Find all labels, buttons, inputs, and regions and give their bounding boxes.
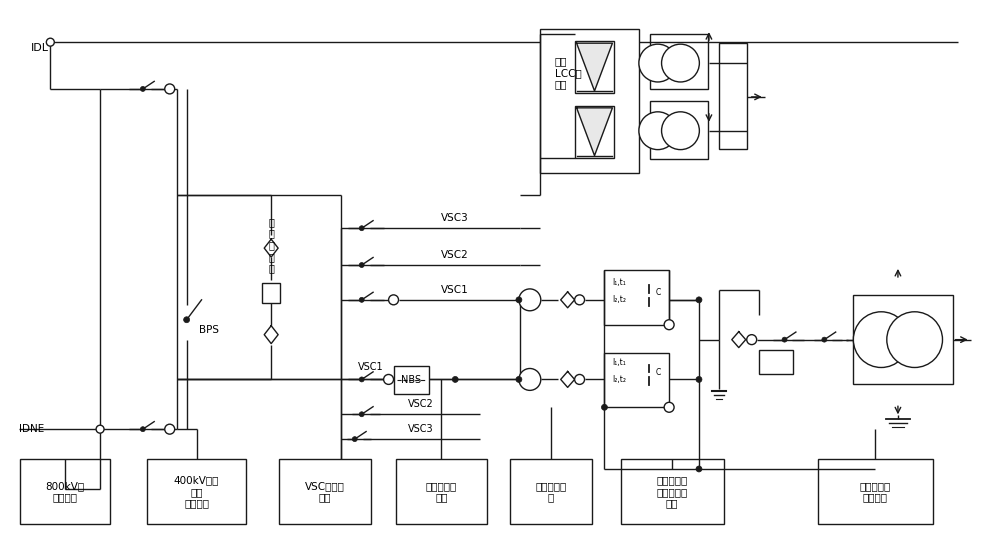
Text: BPS: BPS (199, 324, 219, 335)
Circle shape (747, 335, 757, 344)
Circle shape (782, 337, 787, 342)
Bar (147, 459, 246, 524)
Circle shape (696, 297, 702, 303)
Text: I₂,t₂: I₂,t₂ (612, 295, 626, 305)
Bar (853, 295, 953, 384)
Circle shape (639, 112, 677, 150)
Bar (396, 459, 487, 524)
Bar (650, 34, 708, 89)
Circle shape (516, 376, 522, 382)
Circle shape (853, 312, 909, 368)
Bar (621, 459, 724, 524)
Bar (510, 459, 592, 524)
Text: NBS: NBS (401, 376, 422, 385)
Text: I₁,t₁: I₁,t₁ (612, 358, 626, 367)
Circle shape (664, 320, 674, 330)
Circle shape (384, 375, 394, 384)
Circle shape (519, 369, 541, 390)
Circle shape (352, 437, 357, 441)
Text: VSC1: VSC1 (358, 363, 383, 372)
Bar (604, 270, 669, 324)
Circle shape (887, 312, 943, 368)
Text: I₂,t₂: I₂,t₂ (612, 375, 626, 384)
Text: I₁,t₁: I₁,t₁ (612, 279, 626, 287)
Text: 可
控
避
雷
器: 可 控 避 雷 器 (268, 217, 274, 273)
Bar (575, 106, 614, 157)
Text: VSC2: VSC2 (408, 399, 433, 409)
Circle shape (140, 86, 145, 92)
Bar (394, 367, 429, 395)
Circle shape (662, 112, 699, 150)
Circle shape (359, 412, 364, 417)
Circle shape (696, 376, 702, 382)
Text: 400kV低端
阀组
差动保护: 400kV低端 阀组 差动保护 (174, 475, 219, 508)
Circle shape (184, 317, 190, 323)
Text: VSC3: VSC3 (408, 424, 433, 434)
Text: 桥臂差动保
护: 桥臂差动保 护 (535, 481, 566, 503)
Polygon shape (577, 108, 612, 156)
Text: C: C (655, 288, 660, 298)
Circle shape (452, 376, 458, 382)
Circle shape (575, 295, 585, 305)
Circle shape (575, 375, 585, 384)
Text: 交流连接线
差动保护: 交流连接线 差动保护 (859, 481, 891, 503)
Text: 换流阀交流
侧套管差动
保护: 换流阀交流 侧套管差动 保护 (656, 475, 688, 508)
Circle shape (96, 425, 104, 433)
Bar (540, 29, 639, 174)
Text: VSC3: VSC3 (441, 213, 469, 223)
Text: VSC极差动
保护: VSC极差动 保护 (305, 481, 345, 503)
Circle shape (639, 44, 677, 82)
Text: C: C (655, 368, 660, 377)
Polygon shape (577, 43, 612, 91)
Text: 换流器差动
保护: 换流器差动 保护 (426, 481, 457, 503)
Text: VSC2: VSC2 (441, 250, 469, 260)
Text: IDL: IDL (30, 43, 48, 53)
Circle shape (46, 38, 54, 46)
Text: IDNE: IDNE (19, 424, 45, 434)
Text: VSC1: VSC1 (441, 285, 469, 295)
Circle shape (601, 404, 607, 410)
Bar (650, 101, 708, 158)
Circle shape (389, 295, 399, 305)
Bar (575, 41, 614, 93)
Circle shape (822, 337, 827, 342)
Circle shape (359, 226, 364, 231)
Bar (20, 459, 110, 524)
Circle shape (696, 466, 702, 472)
Circle shape (165, 424, 175, 434)
Circle shape (165, 84, 175, 94)
Text: 800kV极
差动保护: 800kV极 差动保护 (46, 481, 85, 503)
Circle shape (140, 427, 145, 432)
Circle shape (359, 377, 364, 382)
Circle shape (359, 298, 364, 302)
Circle shape (662, 44, 699, 82)
Circle shape (519, 289, 541, 311)
Circle shape (664, 402, 674, 412)
Circle shape (359, 262, 364, 267)
Circle shape (516, 297, 522, 303)
Text: 高端
LCC换
流阀: 高端 LCC换 流阀 (555, 57, 581, 89)
Bar (279, 459, 371, 524)
Bar (604, 353, 669, 407)
Bar (262, 283, 280, 303)
Bar (719, 43, 747, 149)
Bar (759, 350, 793, 375)
Bar (818, 459, 933, 524)
